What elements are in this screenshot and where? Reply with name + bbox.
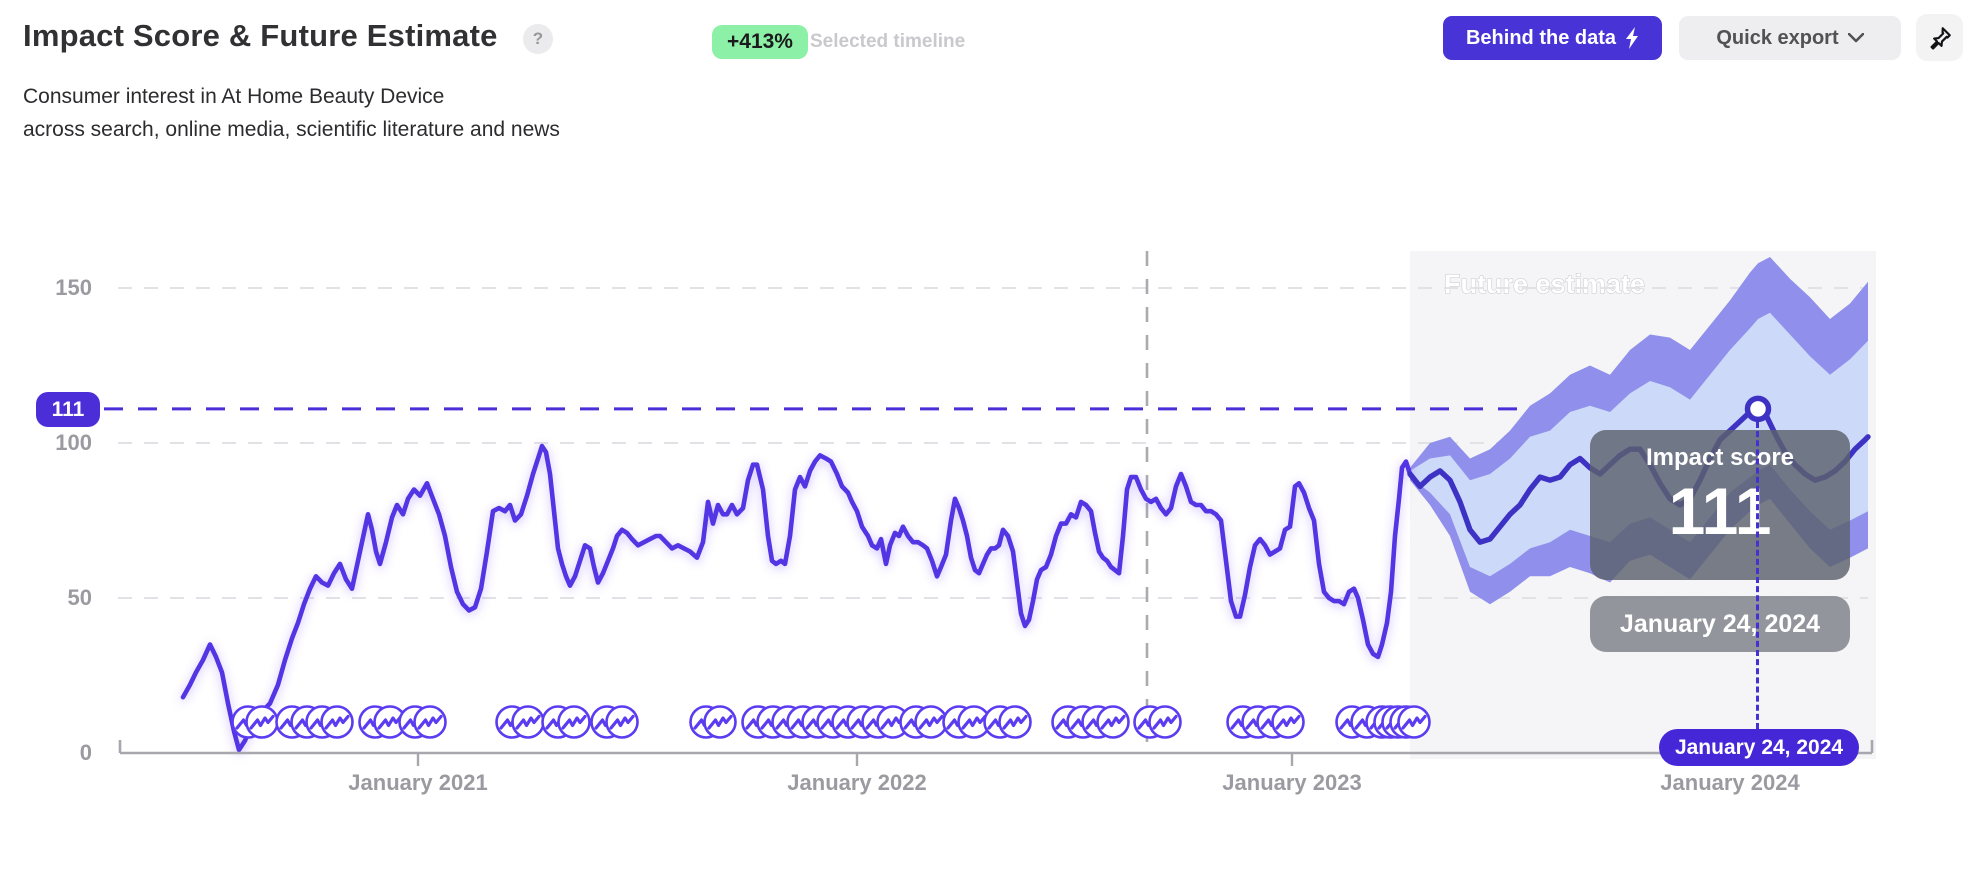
tooltip-date-chip: January 24, 2024	[1590, 596, 1850, 652]
impact-score-tooltip: Impact score 111	[1590, 430, 1850, 580]
event-icon[interactable]	[319, 704, 355, 740]
selected-date-vline	[1756, 422, 1759, 729]
event-icon[interactable]	[556, 704, 592, 740]
pushpin-icon	[1929, 26, 1951, 50]
behind-the-data-label: Behind the data	[1465, 26, 1616, 49]
quick-export-button[interactable]: Quick export	[1679, 16, 1901, 60]
y-value-badge: 111	[36, 392, 100, 427]
pin-button[interactable]	[1916, 14, 1963, 61]
chevron-down-icon	[1847, 33, 1864, 43]
tooltip-value: 111	[1668, 474, 1772, 548]
event-icon[interactable]	[1396, 704, 1432, 740]
tooltip-label: Impact score	[1645, 444, 1795, 471]
future-estimate-label: Future estimate	[1444, 269, 1645, 299]
event-icon[interactable]	[1147, 704, 1183, 740]
highlight-marker[interactable]	[1744, 395, 1772, 423]
selected-date-badge: January 24, 2024	[1659, 729, 1859, 766]
y-axis-tick-label: 100	[55, 430, 92, 455]
delta-badge: +413%	[712, 25, 808, 59]
chart-subtitle: Consumer interest in At Home Beauty Devi…	[23, 85, 560, 141]
x-axis-tick-label: January 2024	[1660, 770, 1800, 795]
lightning-icon	[1626, 27, 1638, 49]
y-axis-tick-label: 50	[68, 585, 92, 610]
event-icon[interactable]	[244, 704, 280, 740]
quick-export-label: Quick export	[1716, 26, 1839, 49]
y-axis-tick-label: 0	[80, 740, 92, 765]
page-title: Impact Score & Future Estimate	[23, 18, 498, 53]
event-icon[interactable]	[1095, 704, 1131, 740]
event-icon[interactable]	[913, 704, 949, 740]
y-axis-tick-label: 150	[55, 275, 92, 300]
event-icon[interactable]	[412, 704, 448, 740]
behind-the-data-button[interactable]: Behind the data	[1443, 16, 1662, 60]
observed-line	[180, 443, 1413, 753]
x-axis-tick-label: January 2022	[787, 770, 926, 795]
event-icon[interactable]	[510, 704, 546, 740]
x-axis-tick-label: January 2021	[348, 770, 487, 795]
x-axis-tick-label: January 2023	[1222, 770, 1361, 795]
event-icon[interactable]	[997, 704, 1033, 740]
selected-timeline-label: Selected timeline	[810, 31, 966, 52]
event-icon[interactable]	[604, 704, 640, 740]
event-icon[interactable]	[1270, 704, 1306, 740]
help-icon[interactable]: ?	[523, 24, 553, 54]
event-icon[interactable]	[702, 704, 738, 740]
